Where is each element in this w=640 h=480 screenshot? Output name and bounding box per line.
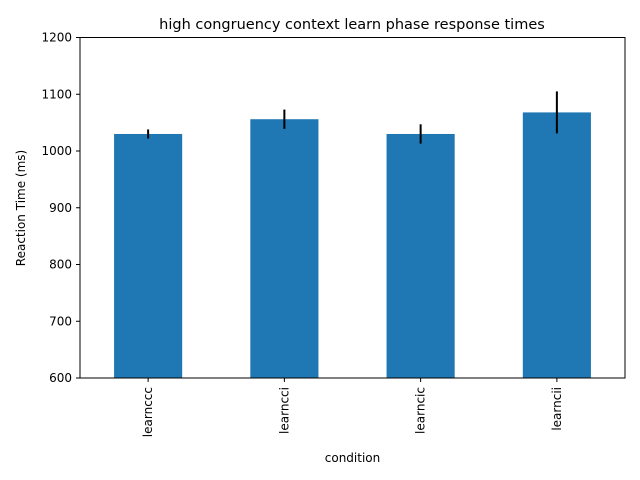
x-tick-label-learnccc: learnccc [141,387,155,437]
x-axis-label: condition [325,451,380,465]
y-tick-label-1100: 1100 [41,87,72,101]
y-tick-label-900: 900 [49,201,72,215]
bar-learncic [386,133,455,378]
x-tick-label-learncii: learncii [550,387,564,431]
bar-learncii [522,112,591,378]
error-bars-group [147,91,558,144]
y-axis-label: Reaction Time (ms) [14,150,28,266]
bar-learnccc [114,133,183,378]
x-axis: learnccc learncci learncic learncii [141,378,564,437]
y-tick-label-1000: 1000 [41,144,72,158]
x-tick-label-learncci: learncci [277,387,291,434]
y-axis: 600 700 800 900 1000 1100 1200 [41,31,80,385]
y-tick-label-1200: 1200 [41,31,72,45]
y-tick-label-700: 700 [49,314,72,328]
bars-group [114,112,591,378]
x-tick-label-learncic: learncic [414,387,428,434]
y-tick-label-600: 600 [49,371,72,385]
bar-learncci [250,119,319,378]
chart-title: high congruency context learn phase resp… [159,17,545,33]
y-tick-label-800: 800 [49,258,72,272]
